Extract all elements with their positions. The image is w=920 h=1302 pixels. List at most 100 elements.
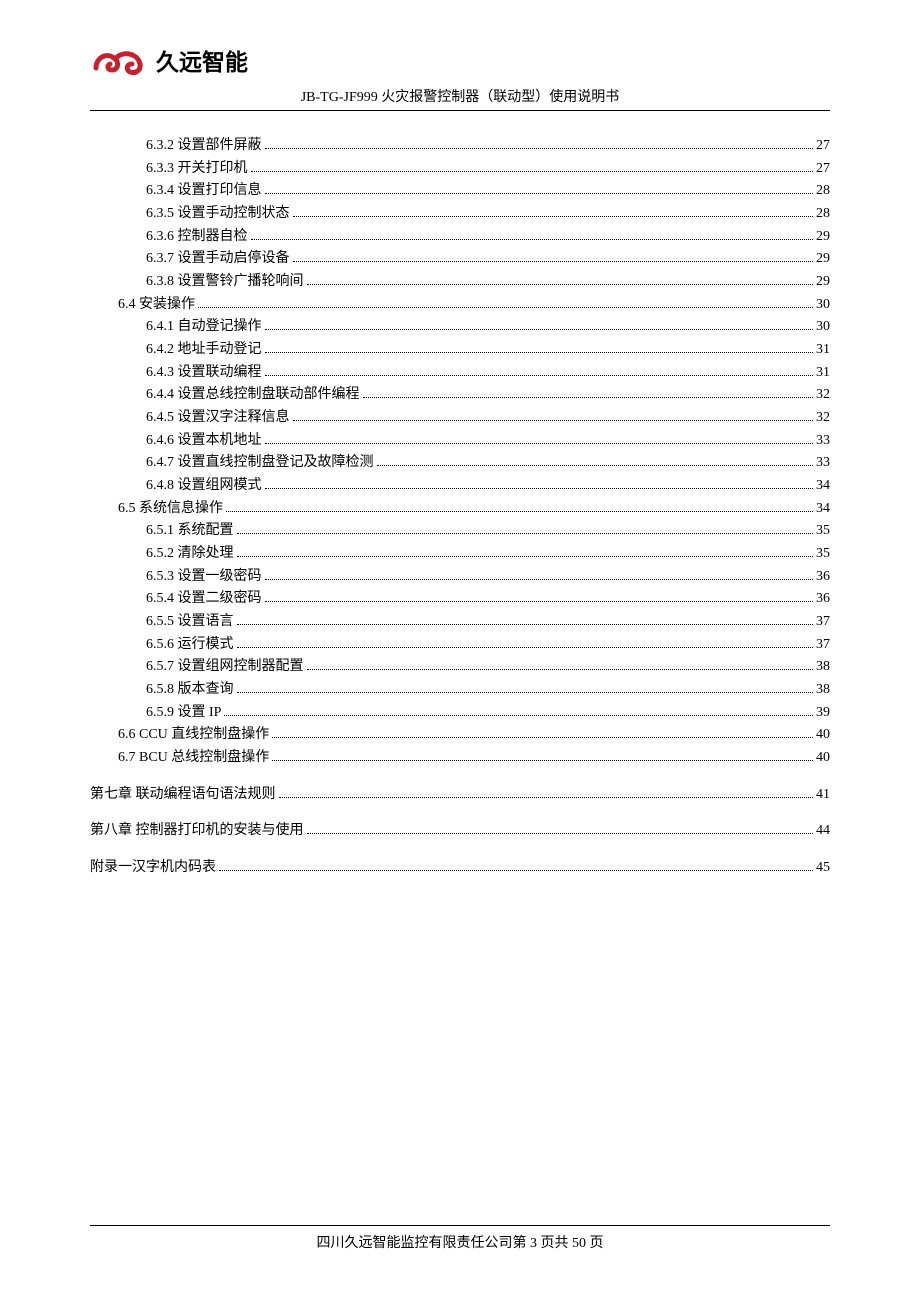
toc-row: 6.4.7 设置直线控制盘登记及故障检测33 [90,452,830,475]
toc-row: 6.3.4 设置打印信息28 [90,180,830,203]
toc-label: 6.4.8 设置组网模式 [146,475,262,498]
page-footer: 四川久远智能监控有限责任公司第 3 页共 50 页 [90,1225,830,1252]
toc-leader-dots [293,261,814,262]
toc-leader-dots [307,284,814,285]
toc-page-number: 28 [816,180,830,203]
footer-page-middle: 页共 [537,1236,572,1251]
table-of-contents: 6.3.2 设置部件屏蔽276.3.3 开关打印机276.3.4 设置打印信息2… [90,135,830,880]
toc-row: 第八章 控制器打印机的安装与使用44 [90,820,830,843]
toc-label: 6.3.6 控制器自检 [146,226,248,249]
toc-label: 6.3.8 设置警铃广播轮响间 [146,271,304,294]
toc-label: 6.4.4 设置总线控制盘联动部件编程 [146,384,360,407]
toc-page-number: 29 [816,271,830,294]
toc-leader-dots [251,239,814,240]
footer-page-total: 50 [572,1236,586,1251]
toc-label: 6.6 CCU 直线控制盘操作 [118,724,269,747]
toc-label: 6.3.5 设置手动控制状态 [146,203,290,226]
page-header: 久远智能 [90,40,830,80]
toc-label: 6.5.8 版本查询 [146,679,234,702]
toc-page-number: 38 [816,679,830,702]
toc-label: 6.4.2 地址手动登记 [146,339,262,362]
toc-leader-dots [265,579,814,580]
toc-label: 6.5.5 设置语言 [146,611,234,634]
toc-row: 6.5.2 清除处理35 [90,543,830,566]
page-container: 久远智能 JB-TG-JF999 火灾报警控制器（联动型）使用说明书 6.3.2… [0,0,920,940]
toc-label: 第七章 联动编程语句语法规则 [90,784,276,807]
toc-leader-dots [265,488,814,489]
toc-page-number: 38 [816,656,830,679]
toc-row: 6.4.4 设置总线控制盘联动部件编程 32 [90,384,830,407]
toc-page-number: 45 [816,857,830,880]
toc-leader-dots [226,511,813,512]
toc-leader-dots [265,601,814,602]
footer-page-current: 3 [530,1236,537,1251]
toc-page-number: 27 [816,135,830,158]
toc-page-number: 29 [816,226,830,249]
toc-page-number: 33 [816,430,830,453]
toc-page-number: 30 [816,294,830,317]
toc-row: 6.4.2 地址手动登记31 [90,339,830,362]
toc-leader-dots [293,420,814,421]
toc-page-number: 44 [816,820,830,843]
toc-row: 6.5.8 版本查询 38 [90,679,830,702]
toc-leader-dots [251,171,814,172]
toc-leader-dots [237,556,814,557]
toc-page-number: 30 [816,316,830,339]
toc-row: 6.5.5 设置语言37 [90,611,830,634]
toc-label: 6.4.3 设置联动编程 [146,362,262,385]
toc-page-number: 27 [816,158,830,181]
toc-label: 6.4 安装操作 [118,294,195,317]
document-title: JB-TG-JF999 火灾报警控制器（联动型）使用说明书 [90,86,830,111]
toc-leader-dots [237,647,814,648]
toc-row: 附录一汉字机内码表 45 [90,857,830,880]
toc-label: 6.5.2 清除处理 [146,543,234,566]
toc-page-number: 37 [816,634,830,657]
toc-label: 6.5.3 设置一级密码 [146,566,262,589]
toc-leader-dots [272,737,813,738]
toc-label: 6.4.1 自动登记操作 [146,316,262,339]
footer-page-suffix: 页 [586,1236,604,1251]
toc-leader-dots [377,465,814,466]
toc-label: 6.5.6 运行模式 [146,634,234,657]
toc-leader-dots [307,669,814,670]
toc-leader-dots [224,715,813,716]
toc-row: 6.5 系统信息操作34 [90,498,830,521]
toc-leader-dots [265,148,814,149]
toc-page-number: 36 [816,566,830,589]
toc-leader-dots [219,870,813,871]
toc-label: 6.5.1 系统配置 [146,520,234,543]
toc-page-number: 40 [816,724,830,747]
toc-row: 6.3.2 设置部件屏蔽27 [90,135,830,158]
toc-label: 附录一汉字机内码表 [90,857,216,880]
toc-page-number: 41 [816,784,830,807]
toc-row: 6.5.3 设置一级密码 36 [90,566,830,589]
company-name: 久远智能 [156,43,248,77]
toc-label: 6.3.3 开关打印机 [146,158,248,181]
toc-label: 6.5.9 设置 IP [146,702,221,725]
toc-page-number: 31 [816,362,830,385]
toc-leader-dots [293,216,814,217]
toc-page-number: 29 [816,248,830,271]
toc-label: 6.3.7 设置手动启停设备 [146,248,290,271]
toc-row: 6.3.7 设置手动启停设备 29 [90,248,830,271]
toc-page-number: 32 [816,384,830,407]
toc-leader-dots [265,352,814,353]
toc-row: 6.5.1 系统配置35 [90,520,830,543]
toc-row: 6.3.8 设置警铃广播轮响间 29 [90,271,830,294]
toc-row: 6.4.8 设置组网模式34 [90,475,830,498]
footer-page-prefix: 第 [513,1236,531,1251]
toc-row: 6.3.5 设置手动控制状态 28 [90,203,830,226]
company-logo-icon [90,40,148,80]
toc-page-number: 34 [816,498,830,521]
toc-row: 6.4 安装操作 30 [90,294,830,317]
toc-row: 6.7 BCU 总线控制盘操作40 [90,747,830,770]
toc-page-number: 28 [816,203,830,226]
toc-row: 6.4.3 设置联动编程 31 [90,362,830,385]
toc-page-number: 36 [816,588,830,611]
toc-row: 6.4.1 自动登记操作 30 [90,316,830,339]
toc-row: 6.4.6 设置本机地址33 [90,430,830,453]
toc-leader-dots [272,760,813,761]
toc-leader-dots [363,397,814,398]
toc-leader-dots [237,692,814,693]
toc-leader-dots [198,307,813,308]
